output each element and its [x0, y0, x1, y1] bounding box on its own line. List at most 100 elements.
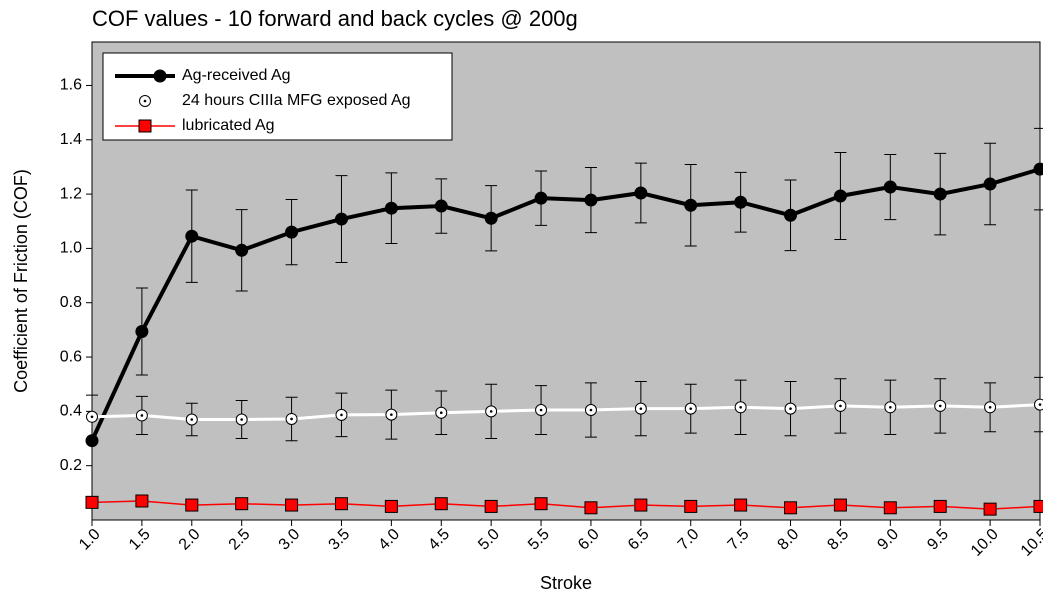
marker	[235, 243, 249, 257]
marker	[684, 499, 698, 513]
marker-dot	[589, 408, 593, 412]
marker-dot	[639, 407, 643, 410]
marker-dot	[988, 405, 992, 409]
marker	[285, 498, 299, 512]
marker	[285, 225, 299, 239]
y-tick-label: 1.4	[60, 131, 82, 148]
y-axis-label: Coefficient of Friction (COF)	[11, 169, 31, 393]
x-tick-label: 7.5	[725, 526, 753, 554]
y-tick-label: 1.2	[60, 185, 82, 202]
marker	[734, 195, 748, 209]
marker	[784, 501, 798, 515]
marker-dot	[789, 407, 792, 410]
marker	[534, 497, 548, 511]
marker	[185, 498, 199, 512]
marker-dot	[90, 415, 94, 419]
marker	[734, 498, 748, 512]
x-tick-label: 9.5	[924, 526, 952, 554]
x-tick-label: 7.0	[675, 526, 703, 554]
x-tick-label: 4.0	[375, 526, 403, 554]
series-line	[91, 500, 1041, 510]
marker-dot	[240, 418, 243, 421]
marker	[484, 211, 498, 225]
marker	[634, 498, 648, 512]
x-tick-label: 6.0	[575, 526, 603, 554]
x-tick-label: 1.0	[76, 526, 104, 554]
x-tick-label: 9.0	[874, 526, 902, 554]
series-line	[90, 167, 1041, 442]
marker	[684, 198, 698, 212]
marker-dot	[839, 404, 842, 408]
legend-label: 24 hours CIIIa MFG exposed Ag	[182, 92, 411, 109]
marker	[434, 199, 448, 213]
x-tick-label: 4.5	[425, 526, 453, 554]
marker	[85, 495, 99, 509]
marker-dot	[889, 405, 892, 409]
marker	[933, 499, 947, 513]
marker	[135, 494, 149, 508]
marker	[833, 498, 847, 512]
marker-dot	[190, 418, 194, 421]
marker	[1033, 162, 1043, 176]
marker	[85, 434, 99, 448]
x-tick-label: 2.5	[226, 526, 254, 554]
marker	[434, 497, 448, 511]
marker	[534, 191, 548, 205]
marker	[883, 501, 897, 515]
y-tick-label: 1.0	[60, 240, 82, 257]
marker	[933, 187, 947, 201]
x-tick-label: 2.0	[176, 526, 204, 554]
y-tick-label: 0.2	[60, 457, 82, 474]
legend-marker-dot	[143, 99, 147, 103]
marker-dot	[1038, 403, 1042, 406]
marker-dot	[290, 417, 293, 421]
marker	[983, 502, 997, 516]
marker	[334, 212, 348, 226]
x-tick-label: 1.5	[126, 526, 154, 554]
marker-dot	[140, 414, 144, 417]
x-tick-label: 6.5	[625, 526, 653, 554]
marker-dot	[489, 410, 493, 413]
marker	[634, 186, 648, 200]
marker	[584, 501, 598, 515]
legend-label: lubricated Ag	[182, 117, 275, 134]
marker	[484, 499, 498, 513]
marker	[1033, 499, 1043, 513]
marker	[135, 325, 149, 339]
series-line	[91, 403, 1041, 422]
marker-dot	[539, 408, 543, 412]
marker-dot	[938, 404, 942, 408]
legend-marker	[138, 119, 152, 133]
y-tick-label: 0.8	[60, 294, 82, 311]
x-axis-label: Stroke	[540, 573, 592, 593]
y-tick-label: 0.6	[60, 348, 82, 365]
marker	[235, 497, 249, 511]
x-tick-label: 5.0	[475, 526, 503, 554]
marker	[883, 180, 897, 194]
marker	[334, 497, 348, 511]
x-tick-label: 10.5	[1018, 526, 1043, 560]
marker-dot	[340, 413, 343, 417]
marker-dot	[689, 407, 693, 410]
x-tick-label: 5.5	[525, 526, 553, 554]
marker	[784, 208, 798, 222]
legend-marker	[153, 69, 167, 83]
marker	[983, 177, 997, 191]
marker	[384, 201, 398, 215]
legend-label: Ag-received Ag	[182, 67, 291, 84]
marker	[185, 229, 199, 243]
x-tick-label: 8.0	[775, 526, 803, 554]
y-tick-label: 1.6	[60, 77, 82, 94]
marker	[384, 499, 398, 513]
marker-dot	[739, 405, 742, 409]
y-tick-label: 0.4	[60, 403, 82, 420]
x-tick-label: 3.0	[276, 526, 304, 554]
marker-dot	[439, 411, 443, 415]
marker	[833, 189, 847, 203]
x-tick-label: 10.0	[968, 526, 1002, 560]
x-tick-label: 8.5	[824, 526, 852, 554]
chart-title: COF values - 10 forward and back cycles …	[92, 6, 578, 31]
x-tick-label: 3.5	[326, 526, 354, 554]
marker-dot	[390, 413, 393, 416]
